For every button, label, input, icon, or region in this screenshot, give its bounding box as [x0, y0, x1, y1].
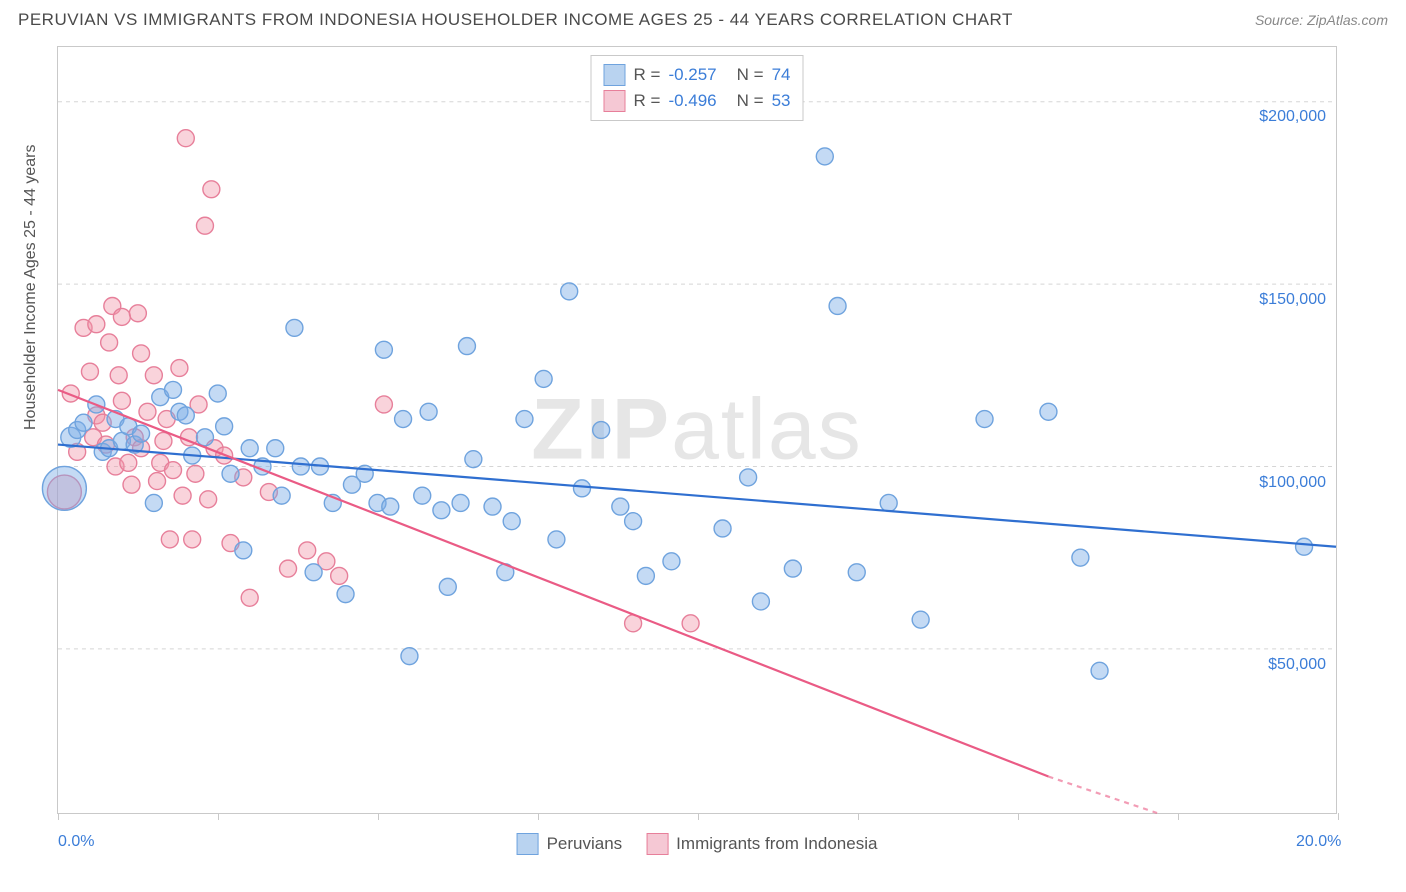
series-legend: Peruvians Immigrants from Indonesia [517, 833, 878, 855]
swatch-blue-icon [604, 64, 626, 86]
x-tick-label: 20.0% [1296, 833, 1341, 851]
scatter-svg [58, 47, 1336, 813]
swatch-pink-icon [604, 90, 626, 112]
swatch-blue-icon [517, 833, 539, 855]
legend-label-2: Immigrants from Indonesia [676, 834, 877, 854]
source-label: Source: ZipAtlas.com [1255, 12, 1388, 28]
y-axis-label: Householder Income Ages 25 - 44 years [22, 145, 40, 431]
y-tick-label: $50,000 [1268, 656, 1326, 674]
chart-plot-area: ZIPatlas R = -0.257 N = 74 R = -0.496 N … [57, 46, 1337, 814]
n-value-2: 53 [772, 91, 791, 111]
chart-header: PERUVIAN VS IMMIGRANTS FROM INDONESIA HO… [0, 0, 1406, 36]
y-tick-label: $100,000 [1259, 474, 1326, 492]
r-label: R = [634, 65, 661, 85]
y-tick-label: $150,000 [1259, 291, 1326, 309]
r-label-2: R = [634, 91, 661, 111]
correlation-row-1: R = -0.257 N = 74 [604, 62, 791, 88]
correlation-row-2: R = -0.496 N = 53 [604, 88, 791, 114]
r-value-1: -0.257 [668, 65, 716, 85]
x-tick-label: 0.0% [58, 833, 94, 851]
chart-title: PERUVIAN VS IMMIGRANTS FROM INDONESIA HO… [18, 10, 1013, 30]
correlation-legend: R = -0.257 N = 74 R = -0.496 N = 53 [591, 55, 804, 121]
n-label: N = [737, 65, 764, 85]
n-label-2: N = [737, 91, 764, 111]
legend-item-1: Peruvians [517, 833, 623, 855]
n-value-1: 74 [772, 65, 791, 85]
swatch-pink-icon [646, 833, 668, 855]
legend-item-2: Immigrants from Indonesia [646, 833, 877, 855]
legend-label-1: Peruvians [547, 834, 623, 854]
r-value-2: -0.496 [668, 91, 716, 111]
y-tick-label: $200,000 [1259, 108, 1326, 126]
